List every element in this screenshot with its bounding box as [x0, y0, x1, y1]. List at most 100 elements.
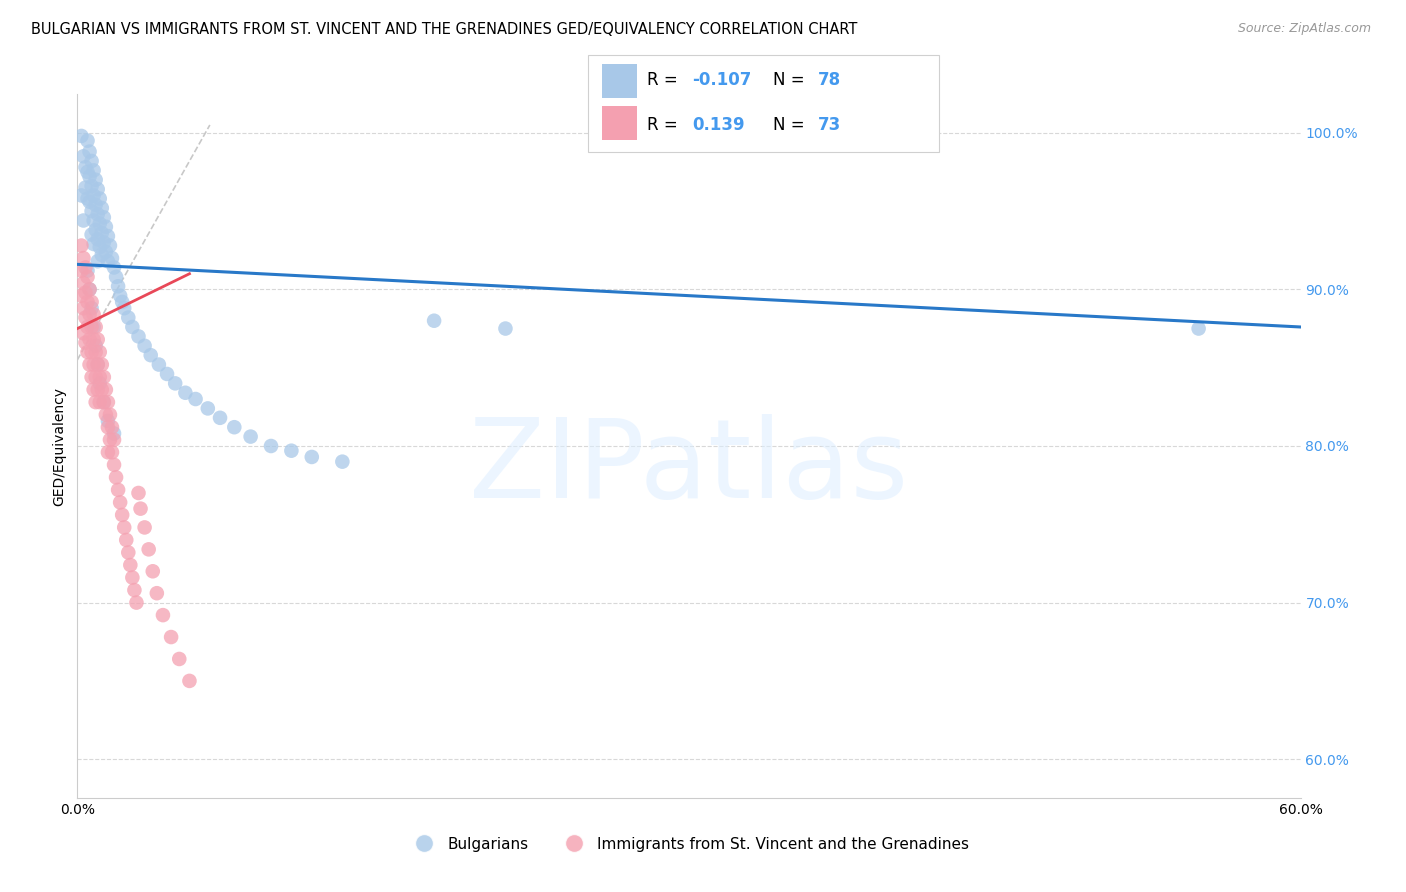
- Text: Source: ZipAtlas.com: Source: ZipAtlas.com: [1237, 22, 1371, 36]
- Point: [75, 310, 97, 325]
- Point: [139, 348, 162, 362]
- Point: [107, 279, 129, 293]
- Point: [79, 194, 101, 209]
- Point: [84, 173, 107, 187]
- Point: [93, 211, 115, 225]
- Point: [83, 213, 105, 227]
- Point: [98, 238, 121, 252]
- Point: [94, 408, 117, 422]
- Point: [260, 439, 283, 453]
- Point: [89, 217, 111, 231]
- Point: [98, 433, 121, 447]
- Point: [111, 294, 134, 309]
- Point: [84, 223, 107, 237]
- Point: [174, 385, 197, 400]
- Point: [127, 486, 149, 500]
- Text: R =: R =: [647, 116, 683, 134]
- Point: [87, 182, 110, 196]
- Point: [197, 401, 219, 416]
- Point: [179, 673, 201, 688]
- Point: [115, 533, 138, 547]
- Point: [97, 229, 120, 244]
- Point: [79, 145, 101, 159]
- Point: [89, 345, 111, 359]
- Point: [138, 542, 160, 557]
- Point: [75, 260, 97, 275]
- Y-axis label: GED/Equivalency: GED/Equivalency: [52, 386, 66, 506]
- Point: [93, 395, 115, 409]
- Point: [70, 238, 93, 252]
- Point: [90, 201, 112, 215]
- Point: [80, 153, 103, 168]
- Point: [87, 254, 110, 268]
- Point: [72, 276, 94, 290]
- Text: 73: 73: [818, 116, 842, 134]
- Point: [76, 134, 98, 148]
- Point: [76, 165, 98, 179]
- Point: [94, 219, 117, 234]
- Point: [93, 395, 115, 409]
- Text: -0.107: -0.107: [692, 71, 751, 89]
- Point: [89, 370, 111, 384]
- Point: [332, 455, 354, 469]
- Point: [94, 383, 117, 397]
- Point: [103, 260, 125, 275]
- Point: [72, 149, 94, 163]
- Point: [103, 433, 125, 447]
- Point: [107, 483, 129, 497]
- Point: [239, 429, 262, 443]
- Point: [75, 180, 97, 194]
- Point: [76, 294, 98, 309]
- Point: [90, 383, 112, 397]
- Point: [89, 395, 111, 409]
- Point: [160, 630, 183, 644]
- Point: [76, 263, 98, 277]
- Point: [117, 310, 139, 325]
- Point: [129, 501, 152, 516]
- Point: [101, 445, 124, 459]
- Point: [76, 320, 98, 334]
- Text: BULGARIAN VS IMMIGRANTS FROM ST. VINCENT AND THE GRENADINES GED/EQUIVALENCY CORR: BULGARIAN VS IMMIGRANTS FROM ST. VINCENT…: [31, 22, 858, 37]
- Point: [108, 495, 131, 509]
- Point: [101, 420, 124, 434]
- Point: [79, 282, 101, 296]
- Point: [79, 333, 101, 347]
- Point: [112, 520, 135, 534]
- Point: [423, 314, 446, 328]
- Point: [94, 244, 117, 259]
- Point: [280, 443, 302, 458]
- Point: [80, 345, 103, 359]
- Point: [169, 652, 191, 666]
- Point: [75, 161, 97, 175]
- Point: [80, 227, 103, 242]
- Point: [184, 392, 207, 406]
- Point: [87, 232, 110, 246]
- Point: [103, 426, 125, 441]
- Point: [72, 213, 94, 227]
- Point: [70, 128, 93, 143]
- Point: [152, 608, 174, 623]
- Point: [89, 240, 111, 254]
- Point: [80, 179, 103, 194]
- Point: [83, 308, 105, 322]
- Point: [134, 339, 156, 353]
- Point: [83, 237, 105, 252]
- Legend: Bulgarians, Immigrants from St. Vincent and the Grenadines: Bulgarians, Immigrants from St. Vincent …: [402, 830, 976, 857]
- Point: [97, 420, 120, 434]
- Point: [146, 586, 169, 600]
- Text: 78: 78: [818, 71, 841, 89]
- Point: [208, 410, 231, 425]
- Point: [72, 326, 94, 341]
- Point: [70, 288, 93, 302]
- Point: [97, 414, 120, 428]
- Text: 0.139: 0.139: [692, 116, 744, 134]
- Point: [83, 333, 105, 347]
- Point: [134, 520, 156, 534]
- Point: [156, 367, 179, 381]
- Point: [80, 301, 103, 316]
- Point: [83, 188, 105, 202]
- Point: [83, 163, 105, 178]
- Point: [111, 508, 134, 522]
- Point: [80, 370, 103, 384]
- Point: [70, 188, 93, 202]
